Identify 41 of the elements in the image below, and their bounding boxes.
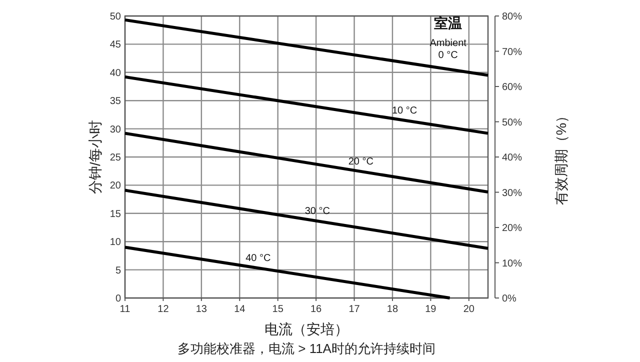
y-tick-label: 15	[110, 208, 122, 220]
x-tick-label: 14	[234, 304, 246, 315]
y-tick-label: 10	[110, 237, 122, 248]
y2-tick-label: 60%	[502, 82, 522, 93]
y-tick-label: 45	[110, 40, 122, 51]
series-label: 20 °C	[348, 156, 374, 168]
x-tick-label: 17	[348, 304, 360, 315]
x-tick-label: 13	[196, 304, 208, 315]
x-tick-label: 18	[386, 304, 398, 315]
series-label: 0 °C	[438, 50, 458, 62]
y2-tick-label: 10%	[502, 258, 522, 270]
series-label: 40 °C	[246, 253, 271, 264]
x-axis-title: 电流（安培）	[264, 321, 348, 337]
y2-tick-label: 70%	[502, 46, 522, 58]
y-axis-title: 分钟/每小时	[87, 120, 103, 194]
y-tick-label: 25	[110, 152, 122, 164]
text: 多功能校准器，电流 > 11A时的允许持续时间	[178, 341, 436, 356]
y-tick-label: 35	[110, 96, 122, 108]
x-tick-label: 12	[158, 304, 170, 315]
y2-tick-label: 50%	[502, 117, 522, 128]
y-tick-label: 50	[110, 12, 122, 22]
x-tick-label: 20	[463, 304, 475, 315]
series-label: 30 °C	[304, 206, 330, 218]
y2-axis-title: 有效周期（%）	[553, 108, 569, 206]
annotation: 室温	[434, 15, 462, 32]
y2-tick-label: 0%	[502, 294, 517, 304]
y-tick-label: 40	[110, 68, 122, 79]
y-tick-label: 0	[115, 294, 122, 304]
y-tick-label: 5	[115, 265, 122, 276]
x-tick-label: 16	[310, 304, 322, 315]
x-tick-label: 19	[425, 304, 437, 315]
y2-tick-label: 40%	[502, 152, 522, 164]
y-tick-label: 30	[110, 124, 122, 136]
annotation: Ambient	[430, 38, 467, 50]
x-tick-label: 11	[120, 304, 131, 315]
y2-tick-label: 80%	[502, 12, 522, 22]
series-label: 10 °C	[392, 105, 418, 116]
y2-tick-label: 30%	[502, 188, 522, 199]
y-tick-label: 20	[110, 180, 122, 192]
x-tick-label: 15	[272, 304, 284, 315]
y2-tick-label: 20%	[502, 223, 522, 234]
